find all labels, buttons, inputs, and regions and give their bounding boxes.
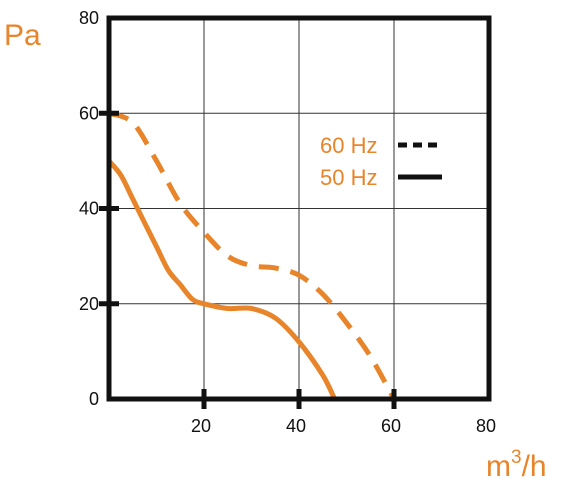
axis-ticks — [99, 110, 397, 409]
x-tick-label: 60 — [381, 416, 401, 436]
axis-tick-labels: 0 20 40 60 80 20 40 60 80 — [79, 8, 496, 436]
curve-60hz — [108, 110, 397, 401]
y-tick-label: 80 — [79, 8, 99, 28]
legend-label-60hz: 60 Hz — [320, 133, 377, 158]
y-tick-label: 60 — [79, 103, 99, 123]
x-axis-unit-label: m3/h — [486, 447, 547, 483]
curve-50hz — [107, 159, 337, 401]
x-tick-label: 20 — [191, 416, 211, 436]
y-tick-label: 0 — [89, 389, 99, 409]
grid-lines — [109, 18, 489, 399]
x-tick-label: 80 — [476, 416, 496, 436]
y-axis-unit-label: Pa — [4, 19, 41, 52]
y-tick-label: 20 — [79, 294, 99, 314]
y-tick-label: 40 — [79, 199, 99, 219]
x-axis-unit-suffix: /h — [522, 450, 547, 483]
x-axis-unit-superscript: 3 — [511, 447, 522, 468]
legend-label-50hz: 50 Hz — [320, 165, 377, 190]
x-axis-unit-base: m — [486, 450, 511, 483]
legend: 60 Hz 50 Hz — [320, 133, 442, 190]
performance-curves — [107, 110, 397, 401]
x-tick-label: 40 — [286, 416, 306, 436]
